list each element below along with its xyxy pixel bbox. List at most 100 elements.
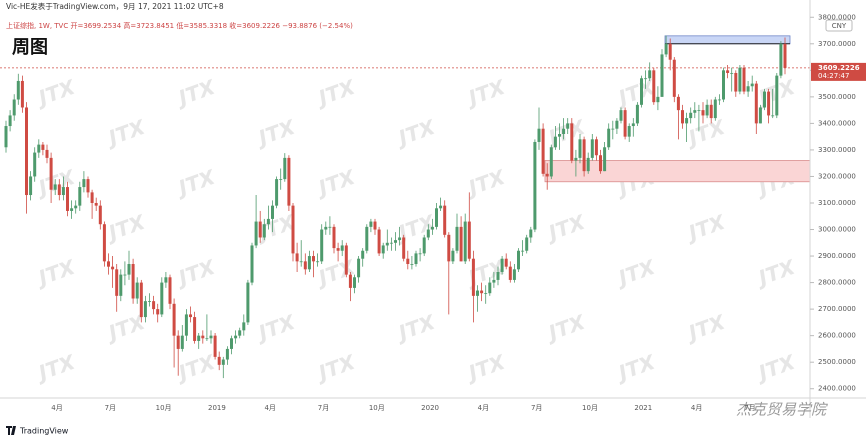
candle-body <box>361 250 365 259</box>
brand-logo <box>6 426 16 435</box>
candle-body <box>734 72 738 92</box>
candle-body <box>242 322 246 331</box>
candle-body <box>377 229 381 254</box>
candle-body <box>303 261 307 270</box>
candle-body <box>463 221 467 262</box>
candle-body <box>66 187 69 211</box>
candle-body <box>381 245 385 254</box>
candle-body <box>353 277 356 288</box>
candle-body <box>521 250 525 252</box>
candle-body <box>172 303 176 336</box>
candle-body <box>541 128 545 174</box>
candle-body <box>369 221 373 227</box>
candle-body <box>713 99 717 119</box>
candle-body <box>29 176 33 196</box>
x-tick-label: 2019 <box>208 404 226 412</box>
candle-body <box>398 237 402 241</box>
candle-body <box>189 314 192 318</box>
candle-body <box>8 115 12 127</box>
candle-body <box>623 110 627 137</box>
candle-body <box>49 157 53 190</box>
candle-body <box>357 258 361 278</box>
candle-body <box>430 226 434 230</box>
candle-body <box>599 155 602 172</box>
candle-body <box>230 338 233 349</box>
chart-title: 周图 <box>12 37 48 58</box>
candle-body <box>553 136 557 148</box>
candle-body <box>156 309 160 315</box>
candle-body <box>25 107 28 196</box>
candle-body <box>611 128 615 130</box>
candle-body <box>480 290 484 294</box>
candle-body <box>644 78 648 80</box>
candle-body <box>12 99 16 116</box>
candle-body <box>119 274 123 296</box>
candle-body <box>45 149 49 158</box>
candle-body <box>389 242 393 244</box>
candle-body <box>631 123 635 127</box>
candle-body <box>307 256 311 270</box>
y-tick-label: 3200.0000 <box>818 172 856 180</box>
candle-body <box>225 348 229 360</box>
brand: TradingView <box>19 427 69 436</box>
candle-body <box>197 335 201 341</box>
candle-body <box>763 91 766 108</box>
candle-body <box>726 70 730 73</box>
candle-body <box>205 338 209 340</box>
candle-body <box>689 112 693 119</box>
candle-body <box>566 123 570 129</box>
candle-body <box>320 229 324 262</box>
x-tick-label: 7月 <box>531 404 542 412</box>
candle-body <box>410 264 414 265</box>
candle-body <box>275 179 279 206</box>
candle-body <box>476 290 479 296</box>
candle-body <box>586 157 590 172</box>
candle-body <box>287 157 291 206</box>
candle-body <box>279 179 283 180</box>
candle-body <box>402 237 406 259</box>
y-tick-label: 3800.0000 <box>818 13 856 21</box>
candle-body <box>385 242 389 246</box>
y-tick-label: 3700.0000 <box>818 40 856 48</box>
x-tick-label: 7月 <box>105 404 116 412</box>
candle-body <box>672 59 676 97</box>
candle-body <box>271 205 274 219</box>
candle-body <box>742 67 746 92</box>
currency-box <box>825 19 853 32</box>
candle-body <box>627 126 631 137</box>
attribution: Vic-HE发表于TradingView.com，9月 17, 2021 11:… <box>6 1 224 11</box>
candle-body <box>439 205 443 209</box>
y-tick-label: 2800.0000 <box>818 279 856 287</box>
candle-body <box>537 128 541 142</box>
candle-body <box>348 274 352 288</box>
candle-body <box>4 126 8 148</box>
y-tick-label: 3500.0000 <box>818 93 856 101</box>
candle-body <box>500 258 504 272</box>
candle-body <box>148 301 151 302</box>
candle-body <box>582 139 586 172</box>
candle-body <box>107 261 110 267</box>
x-tick-label: 10月 <box>156 404 172 412</box>
candle-body <box>98 205 102 225</box>
candle-body <box>246 282 250 323</box>
candle-body <box>783 43 787 68</box>
candle-body <box>758 107 762 124</box>
candle-body <box>471 258 475 296</box>
candle-body <box>467 221 471 259</box>
candle-body <box>283 157 287 180</box>
candle-body <box>16 80 20 100</box>
x-tick-label: 2021 <box>634 404 652 412</box>
legend: 上证综指, 1W, TVC 开=3699.2534 高=3723.8451 低=… <box>6 21 353 30</box>
candle-body <box>115 269 119 296</box>
candle-body <box>443 205 447 235</box>
plot <box>0 35 811 379</box>
currency: CNY <box>832 22 847 30</box>
candle-body <box>730 72 734 74</box>
candle-body <box>406 258 410 265</box>
candle-body <box>414 253 418 265</box>
candle-body <box>90 192 94 203</box>
candle-body <box>332 226 336 249</box>
candle-body <box>221 359 225 365</box>
